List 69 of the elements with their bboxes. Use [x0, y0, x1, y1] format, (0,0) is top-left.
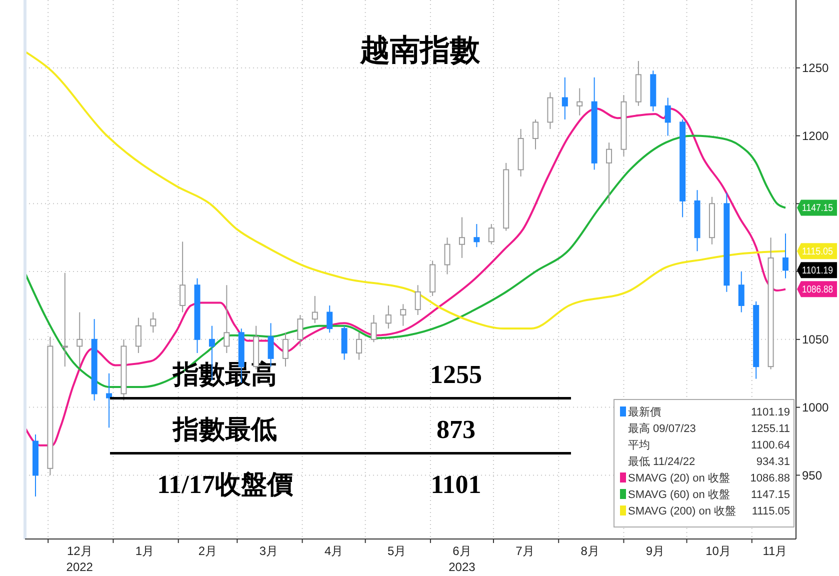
- candlestick: [224, 284, 230, 354]
- annotation: 1115.05: [752, 505, 790, 518]
- annotation: 934.31: [756, 456, 790, 468]
- candlestick: [474, 224, 480, 248]
- annotation: 1101.19: [751, 406, 790, 418]
- line-series: [24, 134, 786, 388]
- candlestick: [532, 118, 538, 150]
- x-tick-label: 7月: [516, 544, 534, 558]
- x-tick-label: 2月: [198, 544, 218, 558]
- candlestick: [180, 241, 186, 313]
- y-tick-label: 1250: [802, 61, 830, 76]
- y-tick-label: 1000: [802, 400, 830, 415]
- candlestick: [444, 237, 450, 275]
- legend-label: SMAVG (60) on 收盤: [628, 488, 730, 501]
- candlestick: [356, 332, 362, 360]
- annotation: 平均: [628, 439, 650, 452]
- text: 1147.15: [802, 203, 838, 214]
- candlestick: [664, 97, 671, 136]
- candlestick: [76, 312, 83, 368]
- annotation: 最高 09/07/23: [628, 422, 696, 435]
- text: 越南指數: [359, 34, 481, 67]
- candlestick: [414, 284, 421, 316]
- candlestick: [385, 304, 392, 330]
- legend-label: SMAVG (20) on 收盤: [628, 472, 730, 484]
- candlestick: [576, 88, 583, 116]
- candlestick: [282, 332, 288, 368]
- text: 1101.19: [802, 266, 838, 277]
- x-tick-label: 4月: [324, 544, 344, 558]
- candlestick: [326, 304, 333, 334]
- y-tick-label: 950: [802, 468, 822, 482]
- x-tick-label: 8月: [580, 544, 600, 558]
- x-tick-label: 9月: [646, 544, 665, 558]
- y-tick-label: 1050: [802, 332, 830, 347]
- candlestick: [562, 76, 568, 120]
- annotation: 最低 11/24/22: [628, 456, 696, 468]
- candlestick: [400, 304, 406, 326]
- candlestick: [458, 216, 465, 258]
- candlestick: [106, 372, 112, 428]
- legend-label: SMAVG (200) on 收盤: [628, 505, 736, 518]
- candlestick: [297, 314, 304, 347]
- legend-label: 最新價: [628, 405, 661, 418]
- candlestick: [312, 295, 318, 324]
- candlestick: [370, 314, 377, 343]
- annotation: 1255.11: [751, 422, 790, 435]
- x-tick-label: 3月: [259, 544, 278, 558]
- x-tick-label: 5月: [388, 544, 406, 558]
- candlestick: [62, 272, 68, 368]
- annotation: 873: [436, 415, 476, 444]
- candlestick: [738, 271, 744, 313]
- annotation: 1147.15: [751, 488, 790, 501]
- x-tick-label: 10月: [706, 544, 731, 558]
- candlestick: [606, 142, 612, 204]
- annotation: 1086.88: [750, 472, 790, 484]
- candlestick: [488, 224, 494, 245]
- x-tick-label: 6月 2023: [448, 544, 476, 574]
- y-tick-label: 1200: [802, 128, 830, 143]
- annotation: 指數最低: [172, 415, 277, 444]
- candlestick: [782, 233, 788, 279]
- x-tick-label: 12月 2022: [66, 544, 94, 574]
- x-tick-label: 1月: [135, 544, 154, 558]
- candlestick: [150, 312, 156, 334]
- annotation: 1255: [430, 360, 482, 389]
- annotation: 11/17收盤價: [157, 470, 294, 499]
- annotation: 1101: [430, 470, 482, 499]
- annotation: 1100.64: [751, 439, 790, 452]
- x-tick-label: 11月: [762, 544, 788, 558]
- text: 1086.88: [802, 284, 838, 296]
- candlestick: [135, 317, 142, 354]
- text: 1115.05: [802, 246, 837, 258]
